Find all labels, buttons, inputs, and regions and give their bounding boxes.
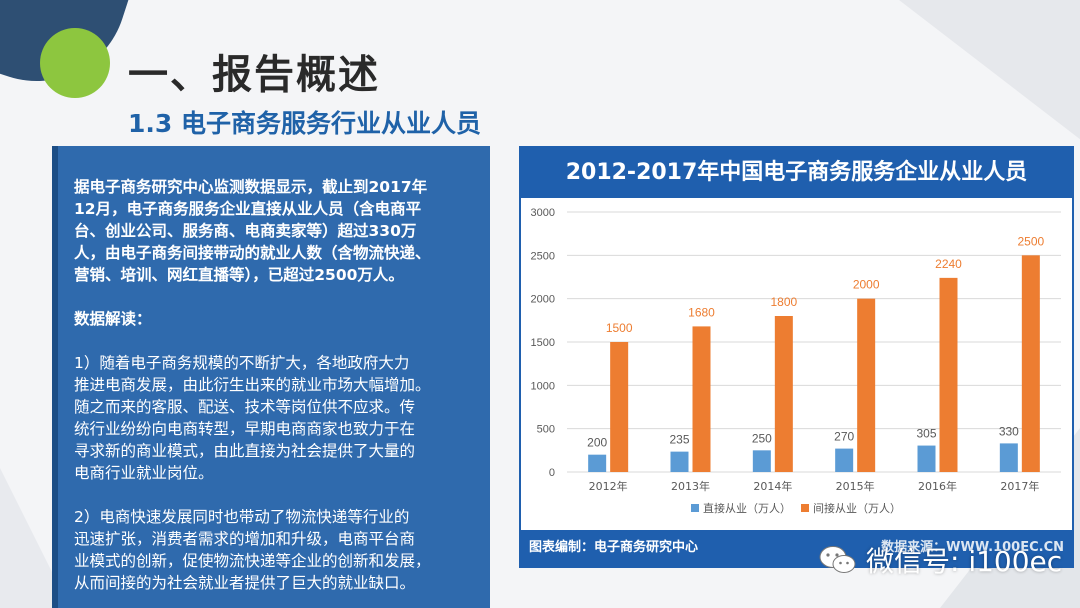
chart-source: 数据来源：WWW.100EC.CN [881, 540, 1064, 555]
bar [752, 450, 771, 472]
x-tick-label: 2016年 [918, 479, 957, 493]
y-tick-label: 1500 [531, 337, 555, 349]
data-label: 2240 [935, 257, 962, 271]
bar [999, 443, 1018, 472]
background-shape [860, 0, 1080, 170]
data-label: 235 [669, 433, 689, 447]
x-tick-label: 2012年 [589, 479, 628, 493]
legend-label: 间接从业（万人） [813, 502, 901, 515]
x-tick-label: 2015年 [836, 479, 875, 493]
interpretation-point-2: 2）电商快速发展同时也带动了物流快递等行业的 迅速扩张，消费者需求的增加和升级，… [74, 508, 431, 592]
data-label: 250 [752, 431, 772, 445]
data-label: 330 [999, 424, 1019, 438]
y-tick-label: 2000 [531, 294, 555, 306]
data-label: 1800 [770, 295, 797, 309]
wechat-icon [819, 546, 856, 573]
slide-subtitle: 1.3 电子商务服务行业从业人员 [128, 109, 481, 138]
x-tick-label: 2014年 [753, 479, 792, 493]
wechat-id: 微信号: i100ec [866, 545, 1063, 578]
y-tick-label: 2500 [531, 250, 555, 262]
chart-compiler-credit: 图表编制：电子商务研究中心 [529, 540, 699, 555]
data-label: 305 [916, 427, 936, 441]
bar [835, 448, 854, 472]
data-label: 2500 [1017, 234, 1044, 248]
data-label: 1680 [688, 305, 715, 319]
data-label: 1500 [606, 321, 633, 335]
bar-chart: 0 500 1000 1500 2000 2500 3000 200 1500 2012年 235 1… [531, 207, 1061, 515]
data-label: 270 [834, 430, 854, 444]
chart-footer: 图表编制：电子商务研究中心 数据来源：WWW.100EC.CN [521, 530, 1072, 566]
bar [774, 316, 793, 472]
y-tick-label: 1000 [531, 380, 555, 392]
bar [917, 445, 936, 472]
slide-title: 一、报告概述 [128, 52, 380, 98]
data-label: 200 [587, 436, 607, 450]
bar [692, 326, 711, 472]
legend-swatch [691, 504, 699, 512]
bar [670, 451, 689, 472]
y-tick-label: 3000 [531, 207, 555, 219]
legend-label: 直接从业（万人） [703, 501, 791, 515]
bar [1021, 255, 1040, 472]
y-tick-label: 500 [537, 424, 555, 436]
summary-text-panel: 据电子商务研究中心监测数据显示，截止到2017年 12月，电子商务服务企业直接从… [52, 146, 490, 608]
chart-header: 2012-2017年中国电子商务服务企业从业人员 [521, 148, 1072, 198]
x-tick-label: 2013年 [671, 479, 710, 493]
interpretation-heading: 数据解读： [74, 310, 152, 328]
bar [939, 277, 958, 472]
data-label: 2000 [853, 278, 880, 292]
legend-swatch [801, 504, 809, 512]
x-tick-label: 2017年 [1000, 479, 1039, 493]
bar [857, 298, 876, 472]
interpretation-point-1: 1）随着电子商务规模的不断扩大，各地政府大力 推进电商发展，由此衍生出来的就业市… [74, 354, 431, 482]
y-tick-label: 0 [549, 467, 555, 479]
summary-paragraph: 据电子商务研究中心监测数据显示，截止到2017年 12月，电子商务服务企业直接从… [74, 178, 431, 284]
bar [588, 454, 607, 472]
bar [610, 342, 629, 472]
chart-panel: 2012-2017年中国电子商务服务企业从业人员 0 500 1000 1500 200… [519, 146, 1074, 568]
wechat-watermark: 微信号: i100ec [818, 540, 1062, 580]
decorative-circle [40, 28, 110, 98]
